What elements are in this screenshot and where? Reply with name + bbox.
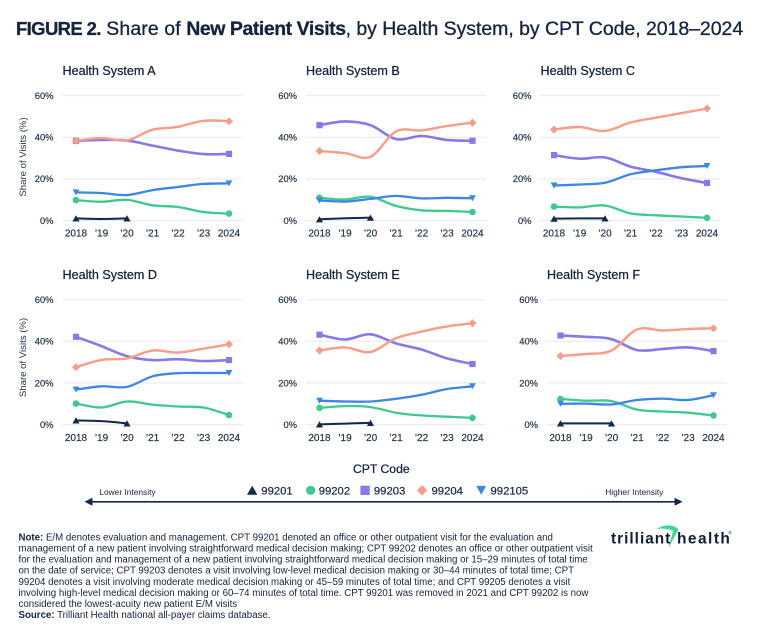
svg-text:2024: 2024 — [461, 228, 484, 239]
svg-text:’20: ’20 — [364, 433, 378, 444]
svg-text:0%: 0% — [283, 419, 297, 430]
svg-text:0%: 0% — [40, 419, 54, 430]
svg-text:’19: ’19 — [95, 433, 109, 444]
svg-text:’23: ’23 — [681, 433, 695, 444]
svg-text:60%: 60% — [278, 90, 297, 101]
svg-text:Health System B: Health System B — [306, 64, 400, 78]
svg-text:CPT Code: CPT Code — [353, 462, 410, 476]
svg-text:FIGURE 2. Share of New Patient: FIGURE 2. Share of New Patient Visits, b… — [16, 18, 743, 40]
svg-text:Lower Intensity: Lower Intensity — [99, 487, 156, 497]
svg-text:2018: 2018 — [308, 228, 331, 239]
svg-text:2018: 2018 — [549, 433, 572, 444]
svg-text:’19: ’19 — [579, 433, 593, 444]
svg-text:0%: 0% — [524, 419, 538, 430]
svg-text:20%: 20% — [278, 173, 297, 184]
svg-text:’23: ’23 — [197, 228, 211, 239]
svg-text:’23: ’23 — [440, 433, 454, 444]
svg-text:40%: 40% — [513, 132, 532, 143]
svg-text:on the date of service; CPT 99: on the date of service; CPT 99203 denote… — [19, 566, 575, 577]
svg-text:40%: 40% — [519, 336, 538, 347]
svg-text:’22: ’22 — [649, 228, 663, 239]
svg-text:99201: 99201 — [261, 486, 292, 498]
svg-text:60%: 60% — [35, 90, 54, 101]
svg-text:’19: ’19 — [338, 228, 352, 239]
svg-text:2018: 2018 — [543, 228, 566, 239]
svg-text:’21: ’21 — [389, 433, 403, 444]
svg-text:20%: 20% — [278, 377, 297, 388]
svg-text:’22: ’22 — [415, 228, 429, 239]
svg-text:’23: ’23 — [675, 228, 689, 239]
svg-text:’20: ’20 — [120, 228, 134, 239]
svg-text:2024: 2024 — [696, 228, 719, 239]
svg-text:992105: 992105 — [491, 486, 529, 498]
svg-text:99202: 99202 — [319, 486, 350, 498]
svg-text:’21: ’21 — [624, 228, 638, 239]
svg-text:Source: Trilliant Health natio: Source: Trilliant Health national all-pa… — [19, 610, 271, 621]
svg-text:Health System D: Health System D — [63, 268, 157, 282]
svg-text:’20: ’20 — [120, 433, 134, 444]
svg-text:60%: 60% — [519, 294, 538, 305]
svg-text:2024: 2024 — [218, 228, 241, 239]
svg-text:Higher Intensity: Higher Intensity — [605, 487, 664, 497]
svg-text:Health System A: Health System A — [63, 64, 157, 78]
svg-text:2018: 2018 — [308, 433, 331, 444]
svg-text:0%: 0% — [283, 215, 297, 226]
svg-text:40%: 40% — [278, 132, 297, 143]
svg-text:trilliant: trilliant — [611, 530, 671, 547]
svg-text:health: health — [677, 530, 731, 547]
svg-text:considered the lowest-acuity n: considered the lowest-acuity new patient… — [19, 599, 238, 610]
svg-text:for the evaluation and managem: for the evaluation and management of a n… — [19, 555, 588, 566]
svg-text:’20: ’20 — [364, 228, 378, 239]
svg-text:’22: ’22 — [171, 433, 185, 444]
svg-text:’23: ’23 — [197, 433, 211, 444]
svg-text:Health System C: Health System C — [541, 64, 635, 78]
svg-text:0%: 0% — [518, 215, 532, 226]
svg-text:’19: ’19 — [338, 433, 352, 444]
svg-text:’20: ’20 — [605, 433, 619, 444]
svg-text:20%: 20% — [519, 377, 538, 388]
svg-text:management of a new patient in: management of a new patient involving st… — [19, 544, 594, 555]
svg-text:’23: ’23 — [440, 228, 454, 239]
svg-text:99204: 99204 — [432, 486, 463, 498]
svg-text:20%: 20% — [513, 173, 532, 184]
svg-text:®: ® — [728, 529, 732, 536]
svg-text:40%: 40% — [35, 132, 54, 143]
svg-text:60%: 60% — [513, 90, 532, 101]
svg-text:2024: 2024 — [218, 433, 241, 444]
svg-text:Health System F: Health System F — [547, 268, 640, 282]
svg-text:’22: ’22 — [171, 228, 185, 239]
svg-text:involving high-level medical d: involving high-level medical decision ma… — [19, 588, 590, 599]
svg-text:99203: 99203 — [374, 486, 405, 498]
svg-text:40%: 40% — [35, 336, 54, 347]
svg-text:’19: ’19 — [573, 228, 587, 239]
svg-text:40%: 40% — [278, 336, 297, 347]
svg-text:’22: ’22 — [656, 433, 670, 444]
svg-text:Health System E: Health System E — [306, 268, 400, 282]
svg-text:2024: 2024 — [702, 433, 725, 444]
svg-text:Share of Visits (%): Share of Visits (%) — [18, 117, 29, 196]
svg-text:60%: 60% — [278, 294, 297, 305]
svg-text:0%: 0% — [40, 215, 54, 226]
svg-text:’21: ’21 — [146, 433, 160, 444]
svg-text:Note: E/M denotes evaluation a: Note: E/M denotes evaluation and managem… — [19, 533, 553, 544]
svg-text:20%: 20% — [35, 173, 54, 184]
svg-text:’21: ’21 — [630, 433, 644, 444]
svg-text:’20: ’20 — [598, 228, 612, 239]
svg-text:’22: ’22 — [415, 433, 429, 444]
svg-text:20%: 20% — [35, 377, 54, 388]
svg-text:60%: 60% — [35, 294, 54, 305]
svg-text:99204 denotes a visit involvin: 99204 denotes a visit involving moderate… — [19, 577, 571, 588]
svg-text:2024: 2024 — [461, 433, 484, 444]
svg-text:2018: 2018 — [65, 228, 88, 239]
svg-text:2018: 2018 — [65, 433, 88, 444]
svg-text:’21: ’21 — [389, 228, 403, 239]
svg-text:’19: ’19 — [95, 228, 109, 239]
svg-text:Share of Visits (%): Share of Visits (%) — [18, 318, 29, 397]
svg-text:’21: ’21 — [146, 228, 160, 239]
